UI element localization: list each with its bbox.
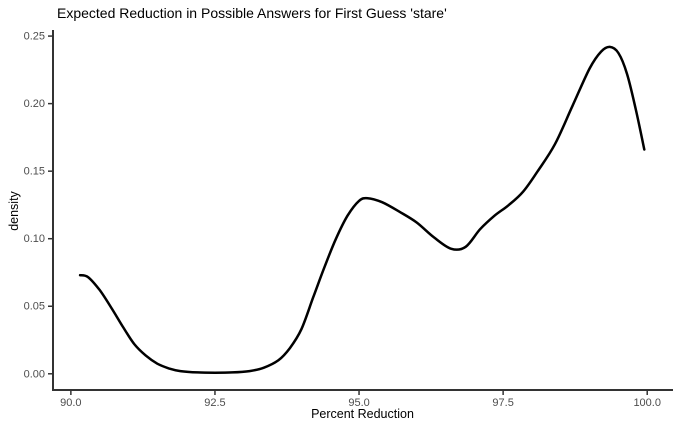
y-tick-label: 0.25 [24, 31, 45, 43]
x-tick-label: 92.5 [204, 397, 225, 409]
x-tick-label: 95.0 [348, 397, 369, 409]
y-tick-label: 0.20 [24, 98, 45, 110]
x-axis-title: Percent Reduction [311, 407, 414, 421]
density-curve [78, 45, 646, 374]
chart-title: Expected Reduction in Possible Answers f… [57, 5, 447, 21]
y-tick-label: 0.05 [24, 301, 45, 313]
x-tick-label: 97.5 [492, 397, 513, 409]
y-tick-label: 0.10 [24, 233, 45, 245]
x-tick-label: 90.0 [60, 397, 81, 409]
x-tick-label: 100.0 [633, 397, 661, 409]
y-tick-label: 0.00 [24, 368, 45, 380]
y-tick-label: 0.15 [24, 166, 45, 178]
